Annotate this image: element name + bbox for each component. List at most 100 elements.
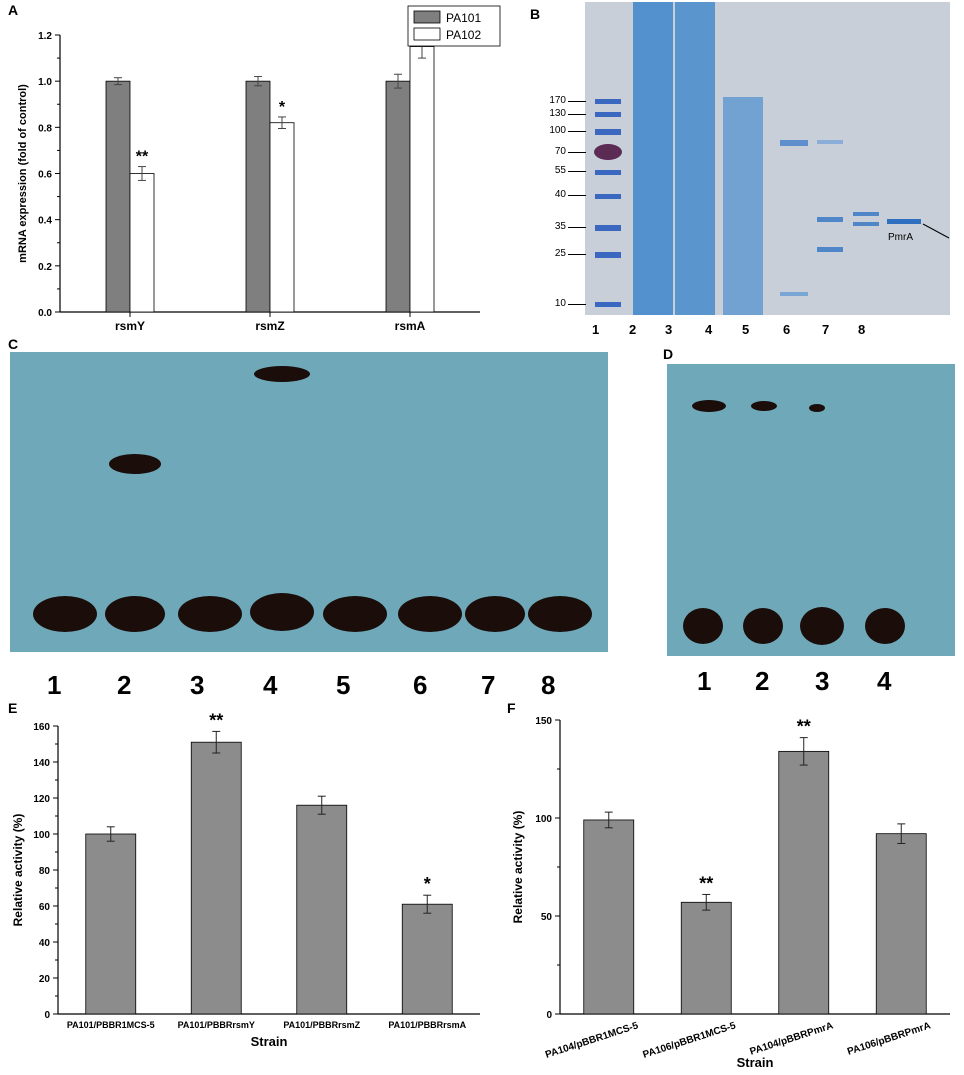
y-tick-label: 0 bbox=[44, 1010, 50, 1021]
mw-marker-tick bbox=[568, 254, 586, 255]
mw-marker-tick bbox=[568, 171, 586, 172]
y-tick-label: 0.2 bbox=[38, 262, 52, 273]
ladder-band-70 bbox=[594, 144, 622, 160]
x-tick-label: PA101/PBBRrsmY bbox=[178, 1020, 255, 1030]
gel-b-lane-label: 4 bbox=[705, 322, 713, 337]
mw-marker-label: 130 bbox=[549, 108, 566, 119]
y-tick-label: 160 bbox=[33, 722, 50, 733]
y-tick-label: 1.2 bbox=[38, 31, 52, 42]
y-tick-label: 80 bbox=[39, 866, 51, 877]
gel-c-lane-label: 6 bbox=[413, 670, 428, 700]
y-tick-label: 40 bbox=[39, 938, 51, 949]
bar bbox=[190, 741, 242, 1015]
x-tick-label: rsmY bbox=[115, 319, 145, 330]
pmra-annotation: PmrA bbox=[888, 232, 913, 243]
mw-marker-label: 170 bbox=[549, 95, 566, 106]
x-tick-label: PA104/pBBRPmrA bbox=[748, 1020, 834, 1057]
pmra-arrow bbox=[922, 223, 950, 239]
ladder-band-40 bbox=[595, 194, 621, 199]
gel-b bbox=[585, 2, 950, 315]
mw-marker-tick bbox=[568, 131, 586, 132]
gel-c-free-8 bbox=[528, 596, 592, 632]
gel-d-free-1 bbox=[683, 608, 723, 644]
bar-pa102-rsmy bbox=[129, 173, 155, 313]
gel-c bbox=[10, 352, 608, 652]
gel-b-panel: PmrA bbox=[520, 0, 964, 330]
gel-d-free-3 bbox=[800, 607, 844, 645]
y-tick-label: 1.0 bbox=[38, 77, 52, 88]
lane-5-band bbox=[780, 140, 808, 146]
bar-pa101-rsmz bbox=[245, 80, 271, 313]
y-tick-label: 100 bbox=[535, 814, 552, 825]
panel-label-e: E bbox=[8, 700, 18, 716]
lane-5-band-low bbox=[780, 292, 808, 296]
gel-d-lane-label: 4 bbox=[877, 666, 892, 696]
ladder-band-25 bbox=[595, 252, 621, 258]
bar bbox=[85, 833, 137, 1015]
y-axis-label: Relative activity (%) bbox=[11, 814, 25, 927]
gel-b-bands bbox=[594, 2, 950, 315]
ladder-band-10 bbox=[595, 302, 621, 307]
bar bbox=[583, 819, 635, 1015]
significance-marker: ** bbox=[136, 149, 149, 166]
gel-c-shift-lane-4 bbox=[254, 366, 310, 382]
y-tick-label: 0 bbox=[546, 1010, 552, 1021]
bar-pa102-rsmz bbox=[269, 122, 295, 313]
bar bbox=[401, 903, 453, 1015]
lane-7-band-a bbox=[853, 212, 879, 216]
gel-d-shift-1 bbox=[692, 400, 726, 412]
panel-label-c: C bbox=[8, 336, 19, 352]
x-tick-label: PA101/PBBRrsmZ bbox=[283, 1020, 360, 1030]
y-tick-label: 0.4 bbox=[38, 216, 52, 227]
bar-pa101-rsmy bbox=[105, 80, 131, 313]
lane-2-smear bbox=[633, 2, 673, 315]
significance-marker: ** bbox=[699, 873, 713, 893]
mw-marker-tick bbox=[568, 152, 586, 153]
bar-pa102-rsma bbox=[409, 46, 435, 313]
mw-marker-label: 25 bbox=[554, 248, 566, 259]
x-tick-label: PA104/pBBR1MCS-5 bbox=[544, 1020, 640, 1061]
lane-8-pmra-band bbox=[887, 219, 921, 224]
legend: PA101 PA102 bbox=[407, 5, 501, 47]
mw-marker-label: 35 bbox=[554, 221, 566, 232]
x-tick-label: PA106/pBBRPmrA bbox=[846, 1020, 932, 1057]
x-axis-label: Strain bbox=[251, 1034, 288, 1049]
gel-c-lane-label: 3 bbox=[190, 670, 205, 700]
panel-label-a: A bbox=[8, 2, 19, 18]
significance-marker: * bbox=[279, 99, 286, 116]
gel-c-free-4 bbox=[250, 593, 314, 631]
bar bbox=[875, 833, 927, 1015]
gel-c-lane-label: 1 bbox=[47, 670, 62, 700]
chart-a: 0.0 0.2 0.4 0.6 0.8 1.0 1.2 mRNA expression (fo… bbox=[17, 5, 501, 330]
mw-marker-label: 70 bbox=[554, 146, 566, 157]
bar-pa101-rsma bbox=[385, 80, 411, 313]
mw-marker-label: 10 bbox=[554, 298, 566, 309]
gel-c-free-3 bbox=[178, 596, 242, 632]
lane-6-band-top bbox=[817, 140, 843, 144]
mw-marker-tick bbox=[568, 114, 586, 115]
significance-marker: ** bbox=[209, 710, 223, 730]
gel-c-lane-label: 5 bbox=[336, 670, 351, 700]
x-tick-label: rsmA bbox=[395, 319, 426, 330]
y-tick-label: 120 bbox=[33, 794, 50, 805]
gel-d-bands bbox=[683, 400, 905, 645]
mw-marker-label: 40 bbox=[554, 189, 566, 200]
x-axis-label: Strain bbox=[737, 1055, 774, 1070]
gel-c-lane-label: 7 bbox=[481, 670, 496, 700]
gel-c-lane-label: 2 bbox=[117, 670, 132, 700]
y-tick-label: 20 bbox=[39, 974, 51, 985]
gel-c-free-1 bbox=[33, 596, 97, 632]
lane-6-band bbox=[817, 217, 843, 222]
chart-f: 0 50 100 150 Relative activity (%) PA104/pBBR… bbox=[511, 716, 950, 1070]
ladder-band-35 bbox=[595, 225, 621, 231]
significance-marker: ** bbox=[797, 717, 811, 737]
gel-c-lane-label: 4 bbox=[263, 670, 278, 700]
y-axis-label: Relative activity (%) bbox=[511, 811, 525, 924]
bar bbox=[296, 804, 348, 1015]
y-axis-label: mRNA expression (fold of control) bbox=[17, 84, 29, 263]
gel-c-bands bbox=[33, 366, 592, 632]
gel-b-lane-label: 7 bbox=[822, 322, 830, 337]
ladder-band-100 bbox=[595, 129, 621, 135]
lane-4-smear bbox=[723, 97, 763, 315]
gel-d-free-4 bbox=[865, 608, 905, 644]
